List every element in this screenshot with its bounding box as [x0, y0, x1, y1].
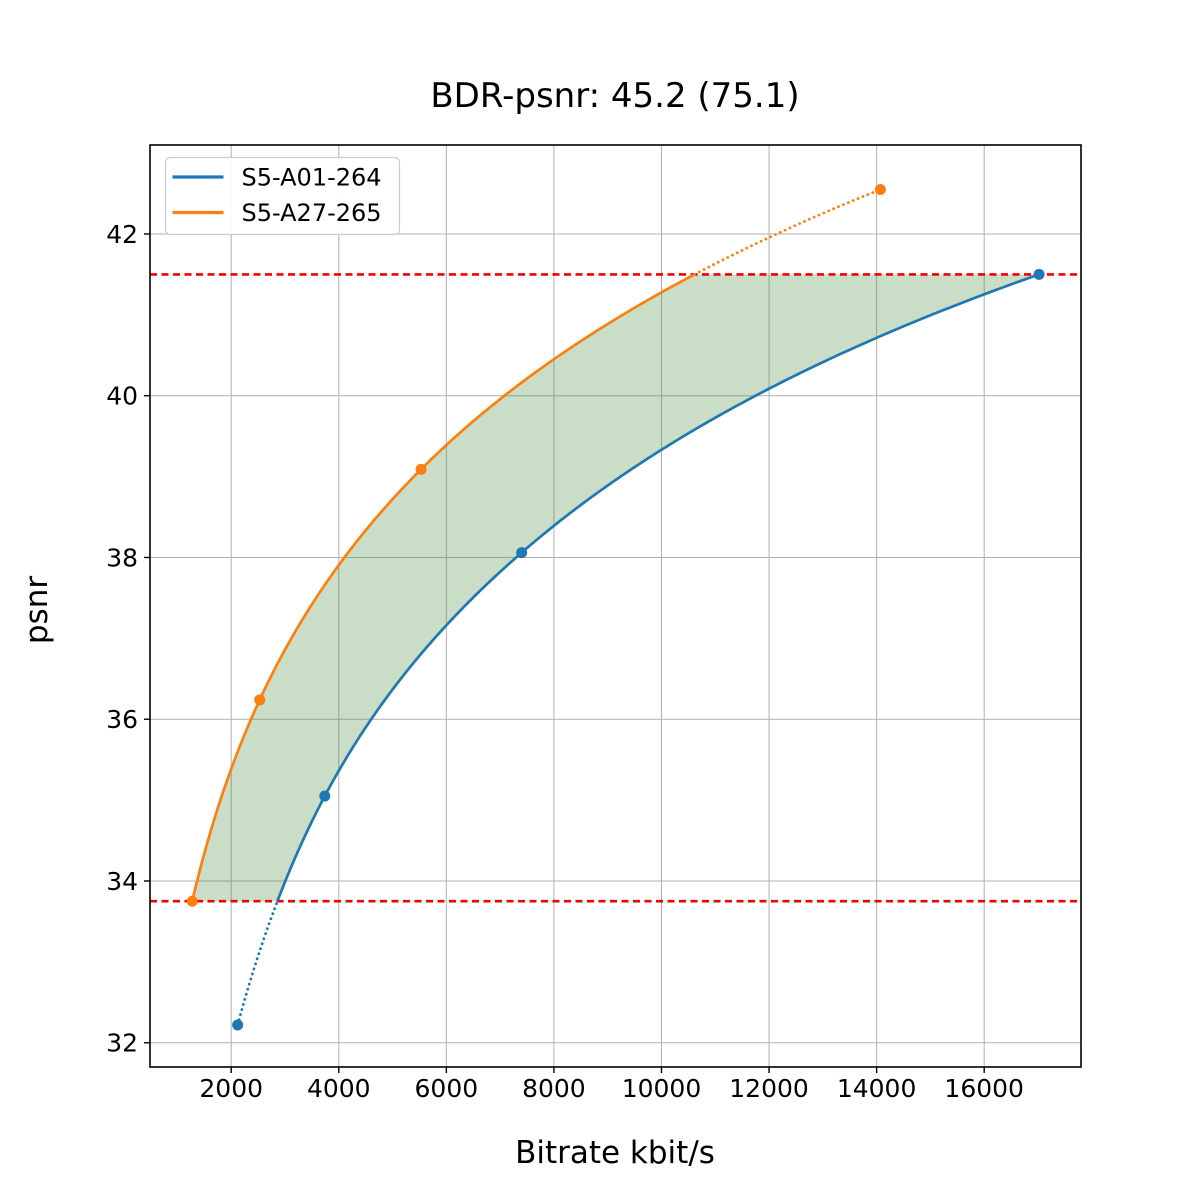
- x-tick-label: 12000: [729, 1074, 809, 1103]
- x-axis-label: Bitrate kbit/s: [515, 1135, 715, 1171]
- x-tick-label: 16000: [944, 1074, 1024, 1103]
- data-point-marker: [1033, 268, 1045, 280]
- curve-264-solid: [276, 273, 1040, 903]
- legend-label: S5-A01-264: [242, 164, 382, 192]
- x-tick-label: 6000: [415, 1074, 479, 1103]
- y-tick-label: 38: [106, 543, 138, 572]
- y-tick-label: 40: [106, 382, 138, 411]
- x-tick-label: 4000: [307, 1074, 371, 1103]
- data-point-marker: [516, 547, 528, 559]
- data-point-marker: [254, 694, 266, 706]
- data-point-marker: [415, 463, 427, 475]
- x-tick-label: 14000: [837, 1074, 917, 1103]
- data-point-marker: [186, 895, 198, 907]
- curve-264-dotted: [236, 899, 279, 1027]
- legend-box: [164, 156, 401, 236]
- y-tick-label: 42: [106, 220, 138, 249]
- chart-generated-layer: 2000 4000 6000 8000 10000 12000 14000 16000 32 34…: [106, 144, 1082, 1103]
- data-point-marker: [874, 183, 886, 195]
- y-axis-label: psnr: [19, 576, 55, 644]
- data-point-marker: [319, 790, 331, 802]
- chart-title: BDR-psnr: 45.2 (75.1): [430, 76, 799, 116]
- x-tick-label: 8000: [522, 1074, 586, 1103]
- y-tick-label: 34: [106, 867, 138, 896]
- plot-border: [149, 144, 1082, 1068]
- x-tick-label: 2000: [199, 1074, 263, 1103]
- x-tick-label: 10000: [622, 1074, 702, 1103]
- data-point-marker: [232, 1019, 244, 1031]
- curve-265-dotted: [693, 188, 882, 276]
- legend-label: S5-A27-265: [242, 199, 382, 227]
- curve-265-solid: [190, 273, 696, 902]
- y-tick-label: 32: [106, 1029, 138, 1058]
- shaded-bd-region: [192, 274, 1040, 902]
- y-tick-label: 36: [106, 705, 138, 734]
